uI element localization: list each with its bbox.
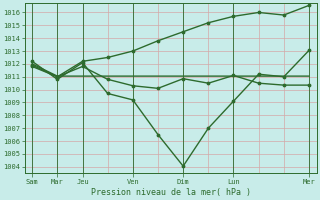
X-axis label: Pression niveau de la mer( hPa ): Pression niveau de la mer( hPa )	[91, 188, 251, 197]
